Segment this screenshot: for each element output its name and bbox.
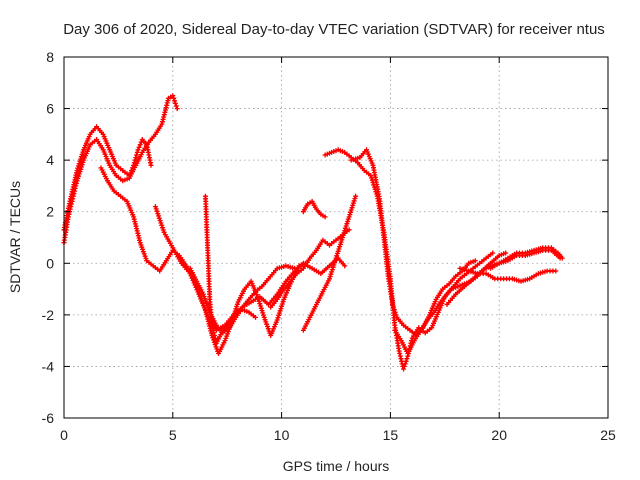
series-arc-2 (61, 124, 154, 233)
data-point (154, 208, 160, 214)
series-arc-12 (392, 250, 496, 356)
data-point (253, 314, 258, 320)
data-point (171, 95, 177, 101)
data-point (322, 214, 328, 220)
data-point (172, 100, 178, 106)
series-line (324, 148, 479, 371)
data-point (136, 144, 142, 150)
data-point (126, 173, 132, 179)
data-point (391, 307, 397, 313)
data-point (490, 250, 496, 256)
data-point (342, 263, 348, 269)
x-axis-label: GPS time / hours (283, 458, 390, 474)
x-tick-label: 10 (274, 427, 290, 443)
data-point (137, 142, 143, 148)
y-tick-label: 6 (46, 101, 54, 117)
series-arc-6 (202, 193, 258, 346)
data-point (174, 106, 180, 112)
data-point (404, 356, 410, 362)
data-point (134, 149, 140, 155)
plot-frame (63, 56, 609, 419)
data-point (211, 330, 217, 336)
series-arc-14 (457, 265, 559, 284)
series-arc-11 (348, 147, 478, 338)
data-point (402, 361, 408, 367)
y-tick-label: 4 (46, 152, 54, 168)
data-point (401, 366, 406, 372)
data-point (403, 358, 409, 364)
data-point (129, 168, 134, 173)
data-point (390, 304, 396, 310)
data-point (148, 162, 154, 168)
data-point (133, 155, 139, 161)
data-point (559, 255, 565, 261)
data-point (170, 93, 176, 99)
data-point (553, 268, 559, 274)
x-tick-label: 0 (60, 427, 68, 443)
data-point (130, 165, 135, 171)
data-point (472, 258, 478, 264)
data-point (159, 222, 165, 228)
data-point (390, 302, 396, 307)
data-point (157, 218, 163, 224)
data-point (503, 250, 509, 256)
grid (64, 57, 608, 418)
y-tick-label: -4 (42, 358, 55, 374)
chart-title: Day 306 of 2020, Sidereal Day-to-day VTE… (63, 21, 605, 38)
data-point (134, 152, 139, 158)
axes: 0 5 10 15 20 25 -6 -4 -2 0 2 4 6 8 (42, 49, 616, 443)
series-arc-10 (322, 147, 480, 372)
x-tick-label: 5 (169, 427, 177, 443)
data-point (292, 265, 298, 271)
plot-area (61, 93, 565, 372)
data-point (131, 160, 137, 166)
series-arc-9 (300, 198, 328, 220)
data-point (392, 309, 398, 315)
y-tick-label: 8 (46, 49, 54, 65)
data-point (353, 193, 359, 199)
x-tick-label: 25 (600, 427, 616, 443)
data-point (138, 139, 144, 145)
series-arc-8 (300, 193, 359, 333)
data-point (131, 162, 137, 168)
x-tick-label: 20 (491, 427, 507, 443)
series-arc-3 (98, 165, 308, 356)
y-axis-label: SDTVAR / TECUs (7, 181, 23, 293)
data-point (397, 353, 403, 359)
data-point (156, 213, 162, 219)
y-tick-label: 0 (46, 255, 54, 271)
y-tick-label: 2 (46, 204, 54, 220)
data-point (173, 103, 179, 109)
data-point (132, 157, 138, 163)
x-tick-label: 15 (383, 427, 399, 443)
y-tick-label: -2 (42, 307, 55, 323)
data-point (172, 98, 177, 104)
y-tick-label: -6 (42, 410, 55, 426)
data-point (346, 227, 352, 233)
data-point (401, 363, 407, 369)
data-point (393, 312, 399, 318)
series-arc-5 (187, 263, 298, 336)
series-arc-16 (488, 245, 565, 271)
